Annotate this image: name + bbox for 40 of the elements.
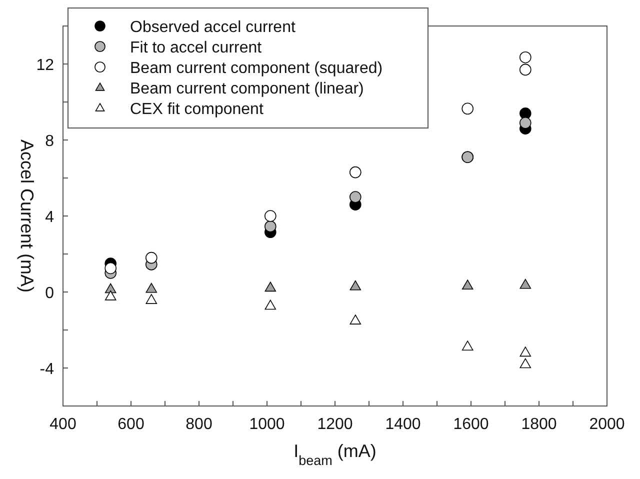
x-tick-label: 1800 bbox=[521, 416, 557, 433]
point bbox=[462, 280, 474, 290]
point bbox=[104, 290, 116, 300]
legend-label: Observed accel current bbox=[130, 19, 296, 36]
x-tick-label: 1600 bbox=[453, 416, 489, 433]
legend-label: CEX fit component bbox=[130, 101, 264, 118]
point bbox=[104, 262, 116, 274]
point bbox=[520, 108, 532, 120]
point bbox=[146, 252, 158, 264]
x-tick-label: 2000 bbox=[589, 416, 625, 433]
point bbox=[146, 294, 158, 304]
point bbox=[350, 191, 362, 203]
point bbox=[264, 300, 276, 310]
x-tick-label: 800 bbox=[186, 416, 212, 433]
x-tick-label: 400 bbox=[50, 416, 76, 433]
y-tick-label: 4 bbox=[45, 209, 54, 226]
point bbox=[520, 358, 532, 368]
point bbox=[350, 280, 362, 290]
y-tick-label: 12 bbox=[36, 57, 54, 74]
y-tick-label: -4 bbox=[40, 361, 54, 378]
x-tick-label: 600 bbox=[118, 416, 144, 433]
point bbox=[104, 283, 116, 294]
y-axis-title: Accel Current (mA) bbox=[17, 139, 37, 293]
y-tick-label: 8 bbox=[45, 133, 54, 150]
x-axis-title: I$_{beam}$ (mA) bbox=[294, 441, 376, 468]
legend-label: Beam current component (squared) bbox=[130, 60, 383, 77]
point bbox=[462, 340, 474, 351]
point bbox=[264, 220, 276, 232]
point bbox=[264, 282, 276, 292]
point bbox=[520, 278, 532, 289]
legend-label: Beam current component (linear) bbox=[130, 80, 364, 98]
point bbox=[520, 346, 532, 357]
point bbox=[350, 314, 362, 324]
x-tick-label: 1000 bbox=[249, 416, 285, 433]
point bbox=[520, 117, 532, 129]
point bbox=[146, 282, 158, 293]
legend-label: Fit to accel current bbox=[130, 40, 262, 56]
x-tick-label: 1400 bbox=[385, 416, 421, 433]
x-tick-label: 1200 bbox=[317, 416, 353, 433]
y-tick-label: 0 bbox=[45, 285, 54, 302]
